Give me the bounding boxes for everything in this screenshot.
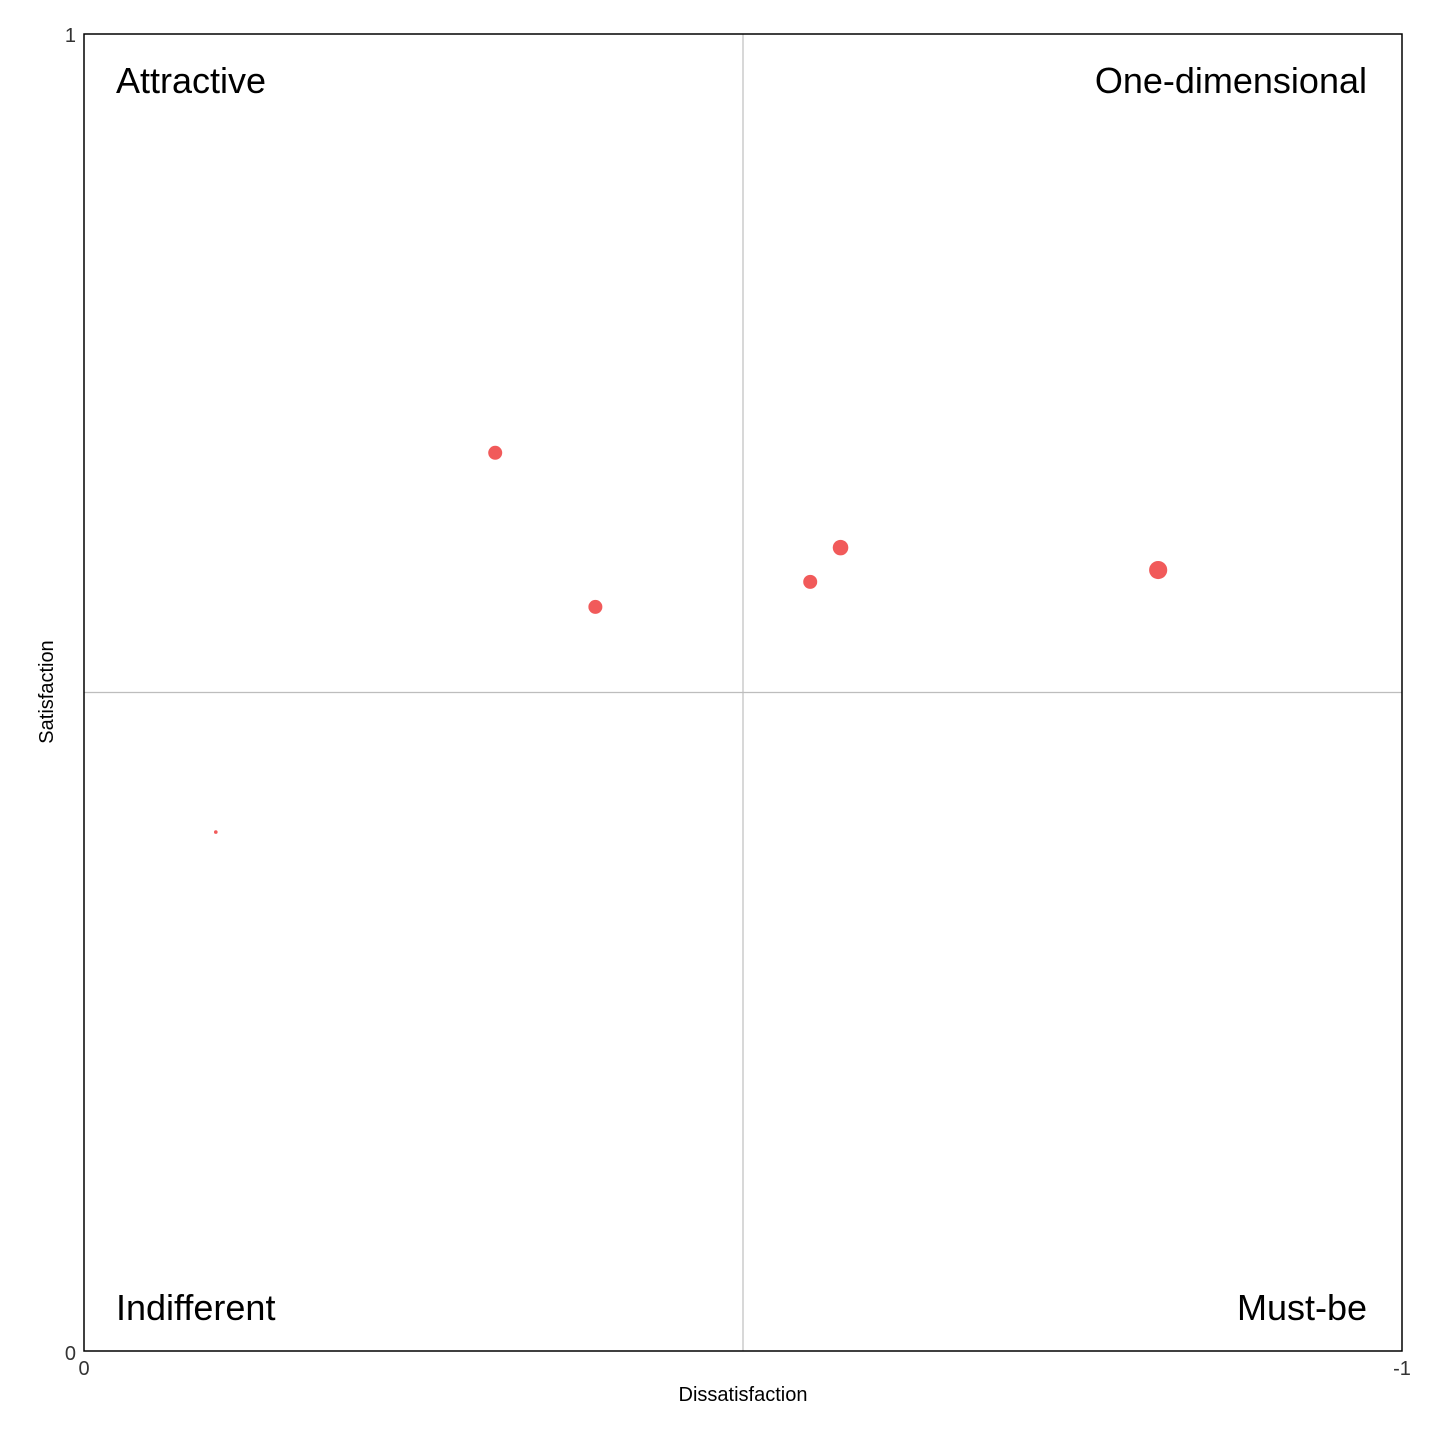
quadrant-label-must-be: Must-be (1237, 1287, 1367, 1328)
data-point (832, 539, 849, 556)
data-points (214, 445, 1168, 834)
quadrant-label-attractive: Attractive (116, 60, 266, 101)
x-tick-label-end: -1 (1393, 1358, 1411, 1380)
plot-border (83, 33, 1403, 1352)
y-tick-label-min: 0 (65, 1343, 76, 1365)
x-axis-title: Dissatisfaction (679, 1384, 808, 1406)
quadrant-label-indifferent: Indifferent (116, 1287, 275, 1328)
data-point (803, 574, 818, 589)
x-tick-label-start: 0 (78, 1358, 89, 1380)
data-point (488, 445, 503, 460)
quadrant-label-one-dimensional: One-dimensional (1095, 60, 1367, 101)
data-point (1149, 560, 1168, 580)
y-tick-label-max: 1 (65, 25, 76, 47)
data-point (214, 830, 218, 834)
y-axis-title: Satisfaction (36, 640, 58, 743)
data-point (588, 599, 603, 614)
